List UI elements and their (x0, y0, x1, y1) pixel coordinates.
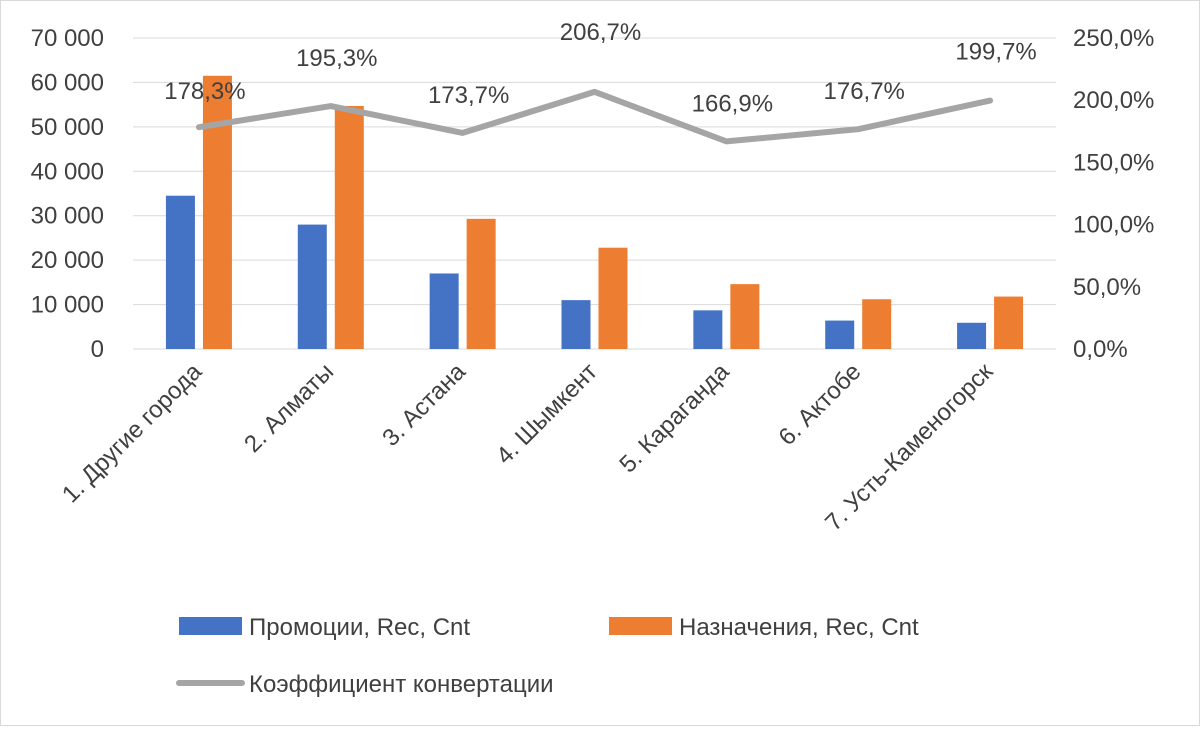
y-right-tick: 50,0% (1073, 274, 1141, 301)
bars (165, 75, 1024, 350)
category-label: 2. Алматы (239, 358, 339, 458)
bar-promotions (165, 195, 195, 349)
axis-ticks: 0 10 000 20 000 30 000 40 000 50 000 60 000 70 … (31, 25, 1155, 363)
y-right-tick: 150,0% (1073, 149, 1154, 176)
y-left-tick: 70 000 (31, 25, 104, 52)
conversion-line (195, 88, 994, 145)
category-label: 6. Актобе (774, 358, 867, 451)
y-right-tick: 250,0% (1073, 25, 1154, 52)
conversion-data-label: 173,7% (428, 82, 509, 109)
conversion-data-label: 176,7% (824, 78, 905, 105)
y-left-tick: 20 000 (31, 247, 104, 274)
conversion-data-label: 195,3% (296, 45, 377, 72)
bar-promotions (429, 273, 459, 349)
legend-swatch (609, 617, 672, 635)
gridlines (133, 37, 1056, 350)
category-label: 4. Шымкент (491, 358, 603, 470)
bar-promotions (957, 322, 987, 349)
conversion-data-label: 166,9% (692, 90, 773, 117)
legend: Промоции, Rec, Cnt Назначения, Rec, Cnt Ко… (176, 614, 919, 698)
bar-promotions (693, 310, 723, 349)
conversion-data-label: 199,7% (955, 39, 1036, 66)
y-left-tick: 0 (91, 336, 104, 363)
legend-swatch (179, 617, 242, 635)
bar-assignments (994, 296, 1024, 349)
legend-label: Назначения, Rec, Cnt (679, 614, 919, 641)
y-right-tick: 200,0% (1073, 87, 1154, 114)
data-labels: 178,3% 195,3% 173,7% 206,7% 166,9% 176,7% 199,… (164, 19, 1037, 118)
category-labels: 1. Другие города 2. Алматы 3. Астана 4. Шым… (57, 358, 999, 537)
bar-promotions (561, 300, 591, 349)
legend-label: Промоции, Rec, Cnt (249, 614, 470, 641)
y-right-tick: 0,0% (1073, 336, 1128, 363)
bar-assignments (598, 247, 628, 349)
bar-promotions (825, 320, 855, 349)
bar-assignments (466, 218, 496, 349)
bar-assignments (862, 299, 892, 349)
bar-assignments (202, 75, 232, 349)
conversion-data-label: 206,7% (560, 19, 641, 46)
category-label: 1. Другие города (57, 358, 208, 509)
legend-label: Коэффициент конвертации (249, 671, 554, 698)
category-label: 5. Караганда (614, 358, 735, 479)
conversion-line-path (195, 88, 994, 145)
bar-assignments (334, 105, 364, 350)
bar-assignments (730, 284, 760, 349)
y-left-tick: 50 000 (31, 114, 104, 141)
y-left-tick: 60 000 (31, 69, 104, 96)
y-left-tick: 10 000 (31, 292, 104, 319)
conversion-data-label: 178,3% (164, 78, 245, 105)
y-left-tick: 40 000 (31, 158, 104, 185)
category-label: 3. Астана (377, 358, 471, 452)
y-right-tick: 100,0% (1073, 212, 1154, 239)
y-left-tick: 30 000 (31, 203, 104, 230)
bar-promotions (297, 224, 327, 349)
